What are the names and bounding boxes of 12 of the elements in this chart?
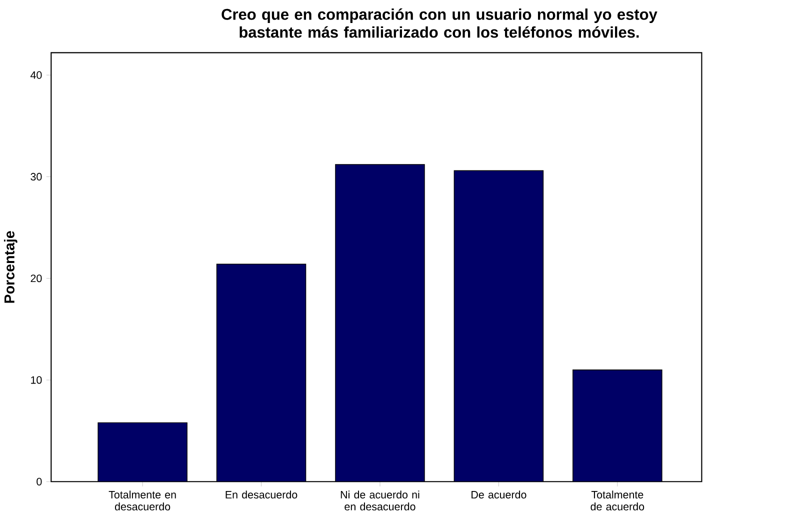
x-tick-label: Totalmente de acuerdo [590,490,644,511]
x-tick-label: En desacuerdo [226,490,298,499]
y-tick-label: 30 [30,173,42,181]
x-tick-label: De acuerdo [472,490,526,499]
y-tick-label: 10 [31,376,42,384]
y-tick-label: 0 [36,478,42,486]
chart-title: Creo que en comparación con un usuario normal yo estoy bastante más familiarizado con los teléfonos móviles. [222,8,658,38]
y-tick-label: 20 [30,274,42,282]
y-tick-label: 40 [30,72,42,80]
y-axis-title: Porcentaje [4,231,18,304]
x-tick-label: Ni de acuerdo ni en desacuerdo [340,490,420,511]
x-tick-label: Totalmente en desacuerdo [108,490,176,511]
